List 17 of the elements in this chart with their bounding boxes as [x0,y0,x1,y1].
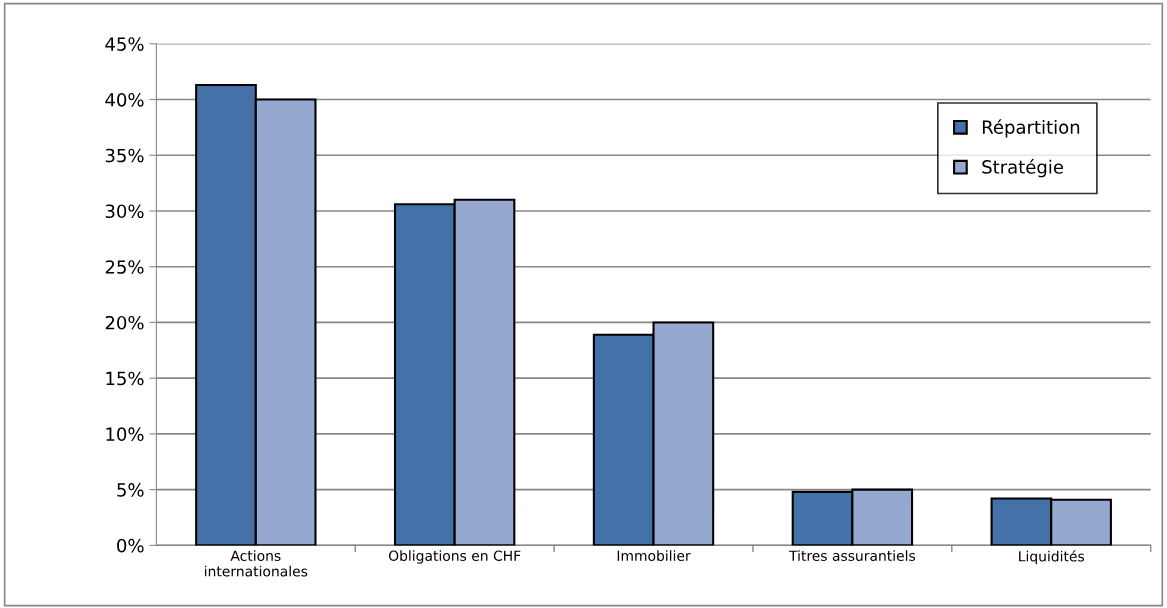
y-tick-label: 30% [105,204,144,219]
x-tick-label: Obligations en CHF [388,550,521,564]
legend-label: Stratégie [982,159,1064,178]
y-tick-label: 45% [105,37,144,51]
x-tick-label: Immobilier [617,550,691,561]
x-tick-label: Liquidités [1019,550,1085,565]
y-tick-label: 20% [105,315,144,330]
y-tick-label: 0% [117,538,144,553]
y-tick-label: 10% [106,427,144,442]
x-tick-label: Titres assurantiels [788,550,916,561]
y-tick-label: 5% [117,483,144,497]
x-tick-label: Actions internationales [205,550,308,577]
y-tick-label: 15% [106,371,144,386]
y-tick-label: 35% [105,148,144,163]
y-tick-label: 40% [105,92,144,107]
legend-label: Répartition [982,119,1080,138]
y-tick-label: 25% [105,260,144,274]
